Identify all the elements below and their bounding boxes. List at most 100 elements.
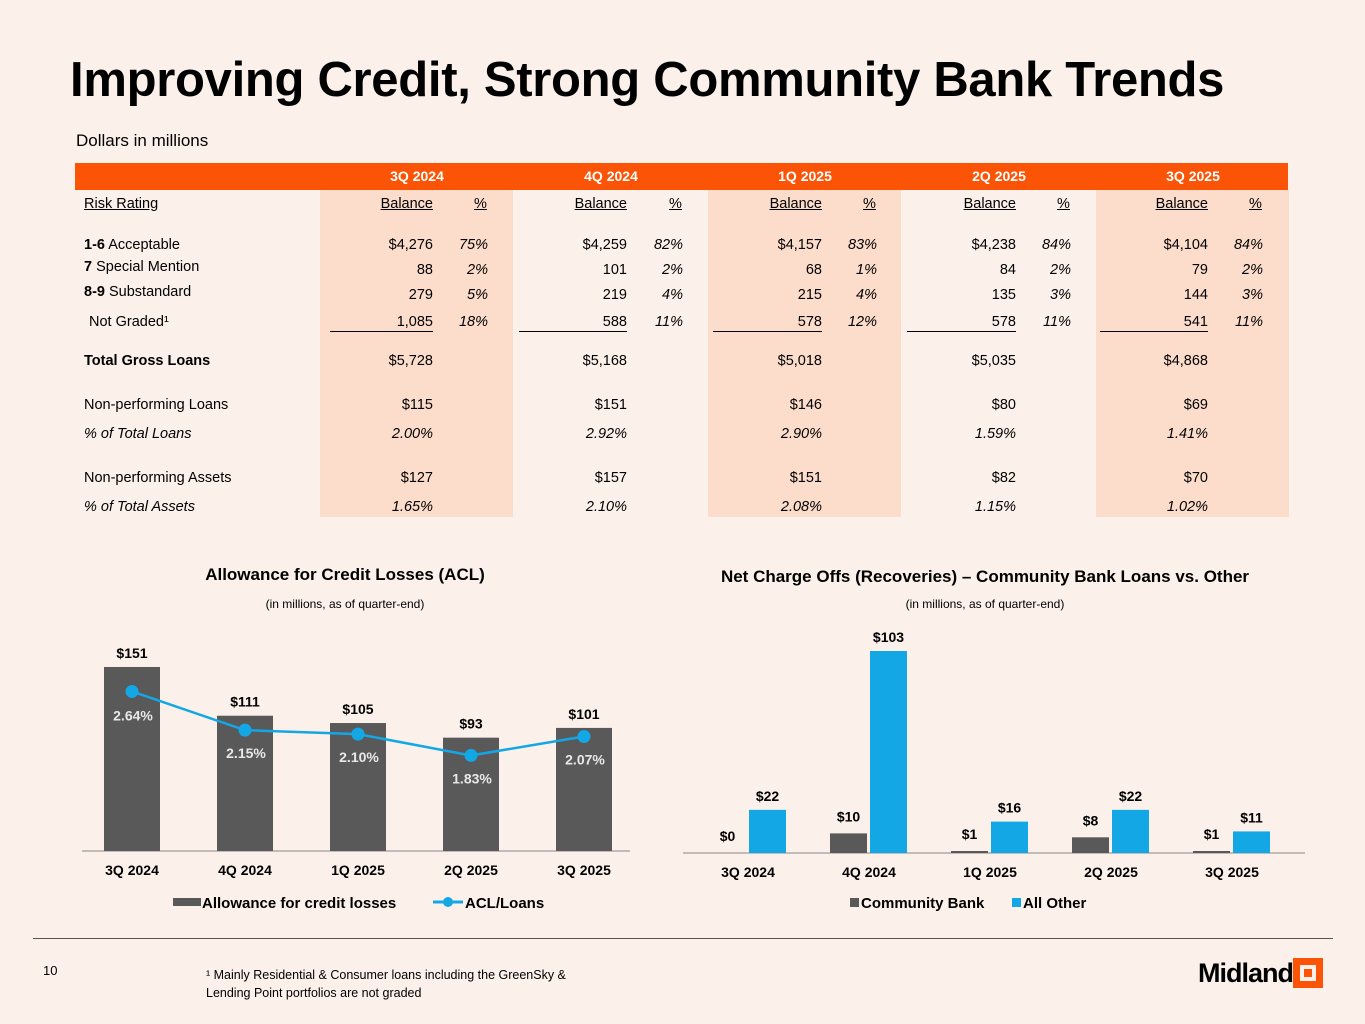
nco-chart-plot: $0 $22 3Q 2024 $10 $103 4Q 2024 $1 $16 1Q 2025 $8… xyxy=(683,629,1305,912)
pct-value: 75% xyxy=(458,237,488,253)
acl-ratio-label: 2.07% xyxy=(565,751,605,767)
acl-bar xyxy=(217,715,273,851)
npl-pct-of-loans-value: 2.90% xyxy=(780,426,822,442)
pct-value: 82% xyxy=(653,237,683,253)
balance-header: Balance xyxy=(963,196,1016,212)
acl-category-label: 4Q 2024 xyxy=(218,862,272,878)
balance-value: 84 xyxy=(999,262,1016,278)
balance-header: Balance xyxy=(1155,196,1208,212)
acl-bar-label: $151 xyxy=(116,645,147,661)
pct-header: % xyxy=(863,196,876,212)
non-performing-assets-label: Non-performing Assets xyxy=(84,470,232,486)
nco-category-label: 4Q 2024 xyxy=(842,864,896,880)
nco-community-label: $0 xyxy=(720,828,736,844)
nco-other-bar xyxy=(1233,831,1270,853)
acl-legend-line-label: ACL/Loans xyxy=(465,895,544,912)
nco-chart: Net Charge Offs (Recoveries) – Community… xyxy=(675,555,1315,925)
page-title: Improving Credit, Strong Community Bank … xyxy=(70,53,1225,107)
balance-value: 1,085 xyxy=(396,314,433,330)
acl-legend-bar-label: Allowance for credit losses xyxy=(202,895,396,912)
pct-value: 84% xyxy=(1041,237,1071,253)
pct-header: % xyxy=(1057,196,1070,212)
balance-value: 578 xyxy=(797,314,822,330)
acl-ratio-point xyxy=(464,748,478,762)
non-performing-assets-value: $157 xyxy=(594,470,627,486)
nco-community-bar xyxy=(1072,837,1109,853)
pct-value: 83% xyxy=(847,237,877,253)
acl-category-label: 3Q 2025 xyxy=(557,862,611,878)
subtotal-rule xyxy=(519,331,627,332)
risk-code: 8-9 xyxy=(84,284,105,300)
balance-value: $4,238 xyxy=(971,237,1016,253)
npl-pct-of-loans-value: 1.41% xyxy=(1166,426,1208,442)
nco-category-label: 2Q 2025 xyxy=(1084,864,1138,880)
balance-value: 578 xyxy=(991,314,1016,330)
table-header-2q-2025: 2Q 2025 xyxy=(972,168,1026,184)
pct-header: % xyxy=(1249,196,1262,212)
nco-other-bar xyxy=(991,821,1028,853)
balance-value: 588 xyxy=(602,314,627,330)
nco-chart-title: Net Charge Offs (Recoveries) – Community… xyxy=(720,567,1250,586)
npa-pct-of-assets-value: 1.15% xyxy=(974,499,1016,515)
npa-pct-of-assets-value: 1.02% xyxy=(1166,499,1208,515)
pct-value: 2% xyxy=(467,262,488,278)
pct-value: 5% xyxy=(467,287,488,303)
nco-community-label: $1 xyxy=(962,826,978,842)
table-header-3q-2024: 3Q 2024 xyxy=(390,168,444,184)
non-performing-loans-value: $69 xyxy=(1183,397,1208,413)
acl-ratio-point xyxy=(125,684,139,698)
table-header-4q-2024: 4Q 2024 xyxy=(584,168,638,184)
npl-pct-of-loans-value: 1.59% xyxy=(974,426,1016,442)
total-gross-loans-value: $5,728 xyxy=(388,353,433,369)
subtotal-rule xyxy=(330,331,433,332)
subtotal-rule xyxy=(907,331,1016,332)
non-performing-loans-value: $146 xyxy=(789,397,822,413)
acl-category-label: 3Q 2024 xyxy=(105,862,159,878)
npa-pct-of-assets-value: 2.08% xyxy=(780,499,822,515)
footnote: ¹ Mainly Residential & Consumer loans in… xyxy=(206,968,566,1000)
total-gross-loans-value: $5,035 xyxy=(971,353,1016,369)
column-shade xyxy=(320,190,513,517)
table-header-band xyxy=(75,163,1288,190)
nco-community-bar xyxy=(1193,851,1230,853)
acl-legend-point-icon xyxy=(443,897,453,907)
acl-ratio-label: 2.10% xyxy=(339,749,379,765)
non-performing-assets-value: $70 xyxy=(1183,470,1208,486)
risk-code: 1-6 xyxy=(84,237,105,253)
npa-pct-of-assets-value: 1.65% xyxy=(391,499,433,515)
nco-other-label: $22 xyxy=(756,788,780,804)
footer-divider xyxy=(33,938,1333,939)
risk-rating-row-label: 7 Special Mention xyxy=(84,259,199,275)
pct-value: 2% xyxy=(1242,262,1263,278)
pct-value: 11% xyxy=(1043,314,1071,330)
non-performing-assets-value: $151 xyxy=(789,470,822,486)
balance-value: 219 xyxy=(602,287,627,303)
table-header-1q-2025: 1Q 2025 xyxy=(778,168,832,184)
acl-ratio-point xyxy=(238,723,252,737)
nco-other-label: $11 xyxy=(1240,809,1263,825)
balance-value: $4,259 xyxy=(582,237,627,253)
balance-value: $4,276 xyxy=(388,237,433,253)
nco-category-label: 1Q 2025 xyxy=(963,864,1017,880)
acl-ratio-label: 1.83% xyxy=(452,770,492,786)
nco-other-bar xyxy=(749,809,786,853)
nco-legend-other-icon xyxy=(1012,898,1021,907)
acl-bar-label: $93 xyxy=(459,716,483,732)
balance-value: $4,157 xyxy=(777,237,822,253)
pct-value: 1% xyxy=(856,262,877,278)
non-performing-loans-label: Non-performing Loans xyxy=(84,397,229,413)
risk-rating-row-label: 8-9 Substandard xyxy=(84,284,191,300)
balance-value: 101 xyxy=(602,262,627,278)
non-performing-assets-value: $127 xyxy=(400,470,433,486)
npl-pct-of-loans-value: 2.92% xyxy=(585,426,627,442)
nco-category-label: 3Q 2024 xyxy=(721,864,775,880)
subtotal-rule xyxy=(713,331,822,332)
acl-ratio-point xyxy=(577,729,591,743)
page-number: 10 xyxy=(43,963,58,978)
pct-value: 2% xyxy=(1050,262,1071,278)
nco-legend-community-icon xyxy=(850,898,859,907)
total-gross-loans-value: $5,018 xyxy=(777,353,822,369)
nco-community-bar xyxy=(951,851,988,853)
nco-legend-community-label: Community Bank xyxy=(861,895,985,912)
nco-community-label: $1 xyxy=(1204,826,1220,842)
